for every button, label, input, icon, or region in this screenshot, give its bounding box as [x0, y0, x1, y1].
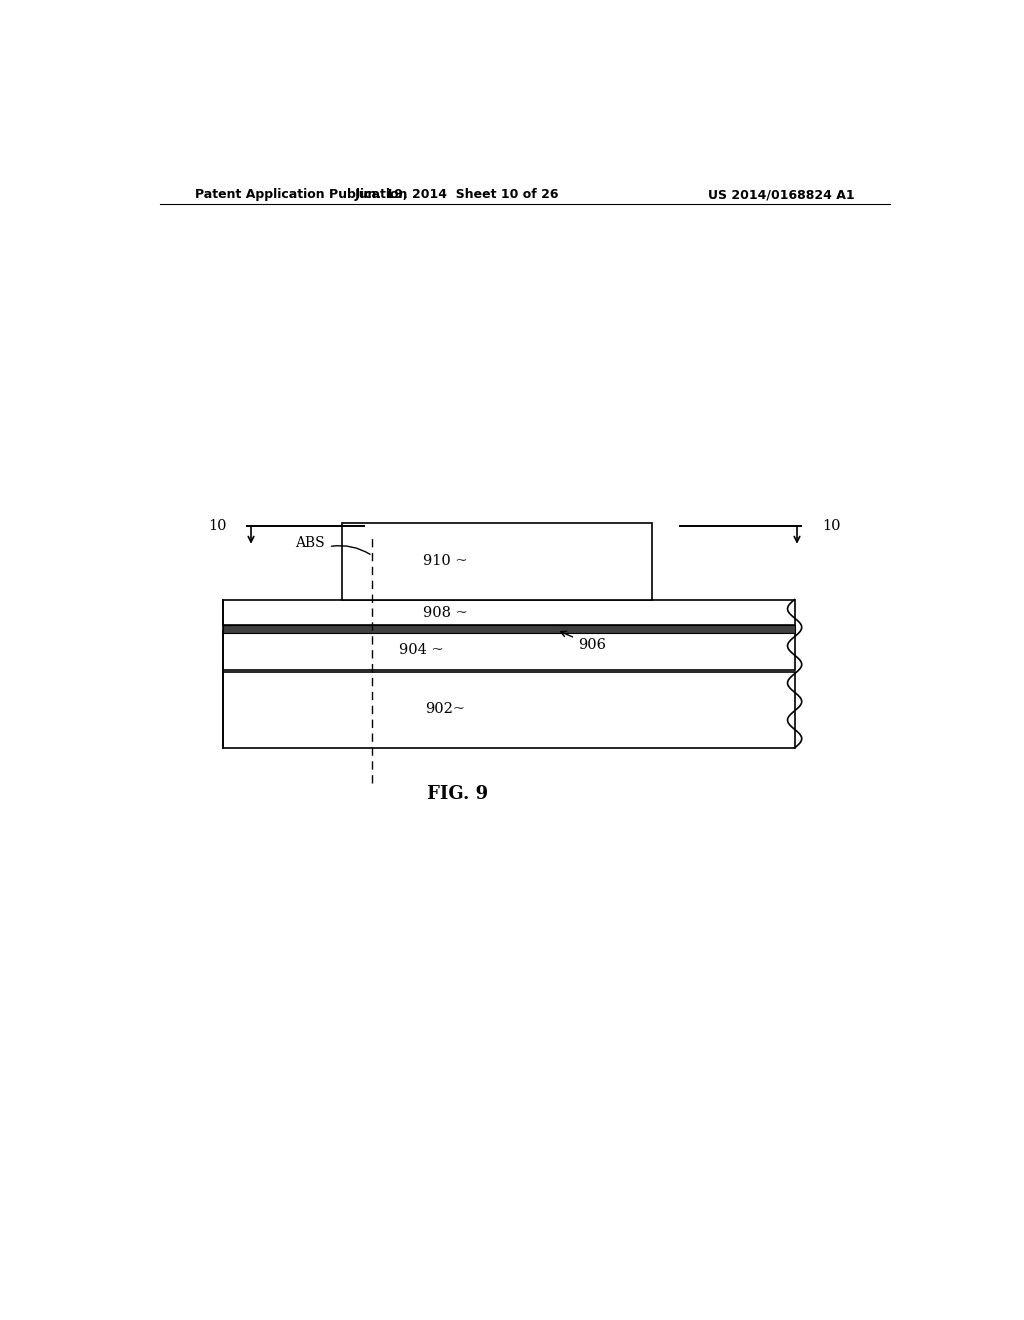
Text: Patent Application Publication: Patent Application Publication — [196, 189, 408, 202]
Bar — [223, 631, 795, 669]
Text: 10: 10 — [209, 519, 227, 533]
Text: 10: 10 — [822, 519, 841, 533]
Text: Jun. 19, 2014  Sheet 10 of 26: Jun. 19, 2014 Sheet 10 of 26 — [355, 189, 559, 202]
Bar — [223, 624, 795, 634]
Text: ABS: ABS — [295, 536, 325, 549]
Text: 908 ~: 908 ~ — [423, 606, 468, 619]
Bar — [223, 599, 795, 624]
Text: 902~: 902~ — [425, 702, 466, 717]
Text: 906: 906 — [560, 631, 606, 652]
Bar — [223, 672, 795, 748]
Text: 910 ~: 910 ~ — [423, 554, 468, 568]
Text: 904 ~: 904 ~ — [399, 643, 444, 657]
Bar — [342, 523, 652, 599]
Text: FIG. 9: FIG. 9 — [427, 784, 487, 803]
Text: US 2014/0168824 A1: US 2014/0168824 A1 — [708, 189, 854, 202]
